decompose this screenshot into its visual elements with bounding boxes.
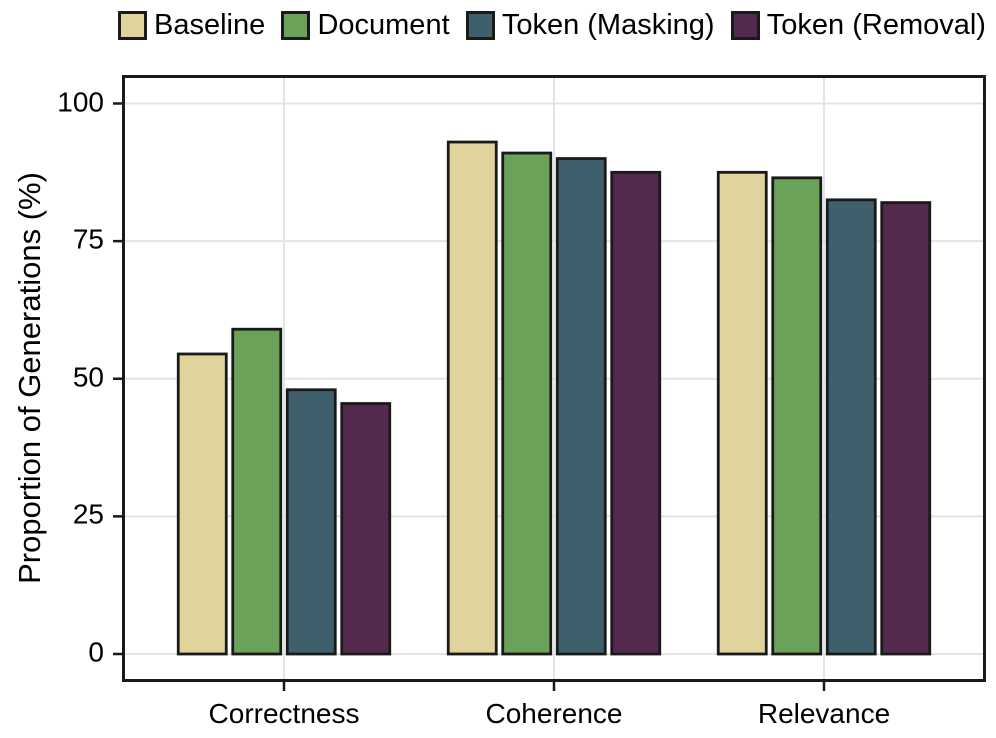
legend-item-1: Document bbox=[281, 9, 450, 41]
legend-swatch-icon bbox=[118, 11, 147, 40]
x-tick-label-relevance: Relevance bbox=[757, 698, 891, 729]
legend-swatch-icon bbox=[465, 11, 495, 40]
legend-label: Token (Masking) bbox=[501, 9, 715, 41]
bar-baseline-relevance bbox=[716, 170, 768, 656]
y-tick-label-0: 0 bbox=[88, 636, 104, 668]
bar-token-masking-relevance bbox=[825, 198, 877, 656]
x-tick-label-correctness: Correctness bbox=[208, 698, 360, 729]
legend-item-2: Token (Masking) bbox=[465, 9, 715, 41]
bar-document-correctness bbox=[231, 327, 283, 656]
panel-border bbox=[122, 75, 986, 682]
legend-item-0: Baseline bbox=[118, 11, 265, 40]
legend-item-3: Token (Removal) bbox=[730, 9, 986, 41]
bar-token-removal-correctness bbox=[340, 402, 392, 656]
bar-token-removal-coherence bbox=[610, 170, 662, 656]
legend-swatch-icon bbox=[730, 11, 760, 40]
y-tick-label-75: 75 bbox=[72, 223, 104, 255]
x-tick-label-coherence: Coherence bbox=[485, 698, 623, 729]
legend-swatch-icon bbox=[281, 11, 311, 40]
legend-label: Token (Removal) bbox=[766, 9, 986, 41]
legend-label: Document bbox=[317, 9, 450, 41]
bar-token-removal-relevance bbox=[880, 201, 932, 656]
bar-token-masking-coherence bbox=[555, 157, 607, 656]
bar-document-relevance bbox=[771, 176, 823, 656]
y-tick-label-100: 100 bbox=[57, 86, 104, 118]
y-tick-label-25: 25 bbox=[72, 499, 104, 531]
bar-document-coherence bbox=[501, 151, 553, 656]
legend-label: Baseline bbox=[154, 9, 266, 41]
legend: Baseline Document Token (Masking) Token (Re… bbox=[118, 11, 986, 40]
bar-baseline-coherence bbox=[446, 140, 498, 656]
y-tick-label-50: 50 bbox=[72, 361, 104, 393]
bar-token-masking-correctness bbox=[285, 388, 337, 656]
bar-baseline-correctness bbox=[176, 352, 228, 656]
